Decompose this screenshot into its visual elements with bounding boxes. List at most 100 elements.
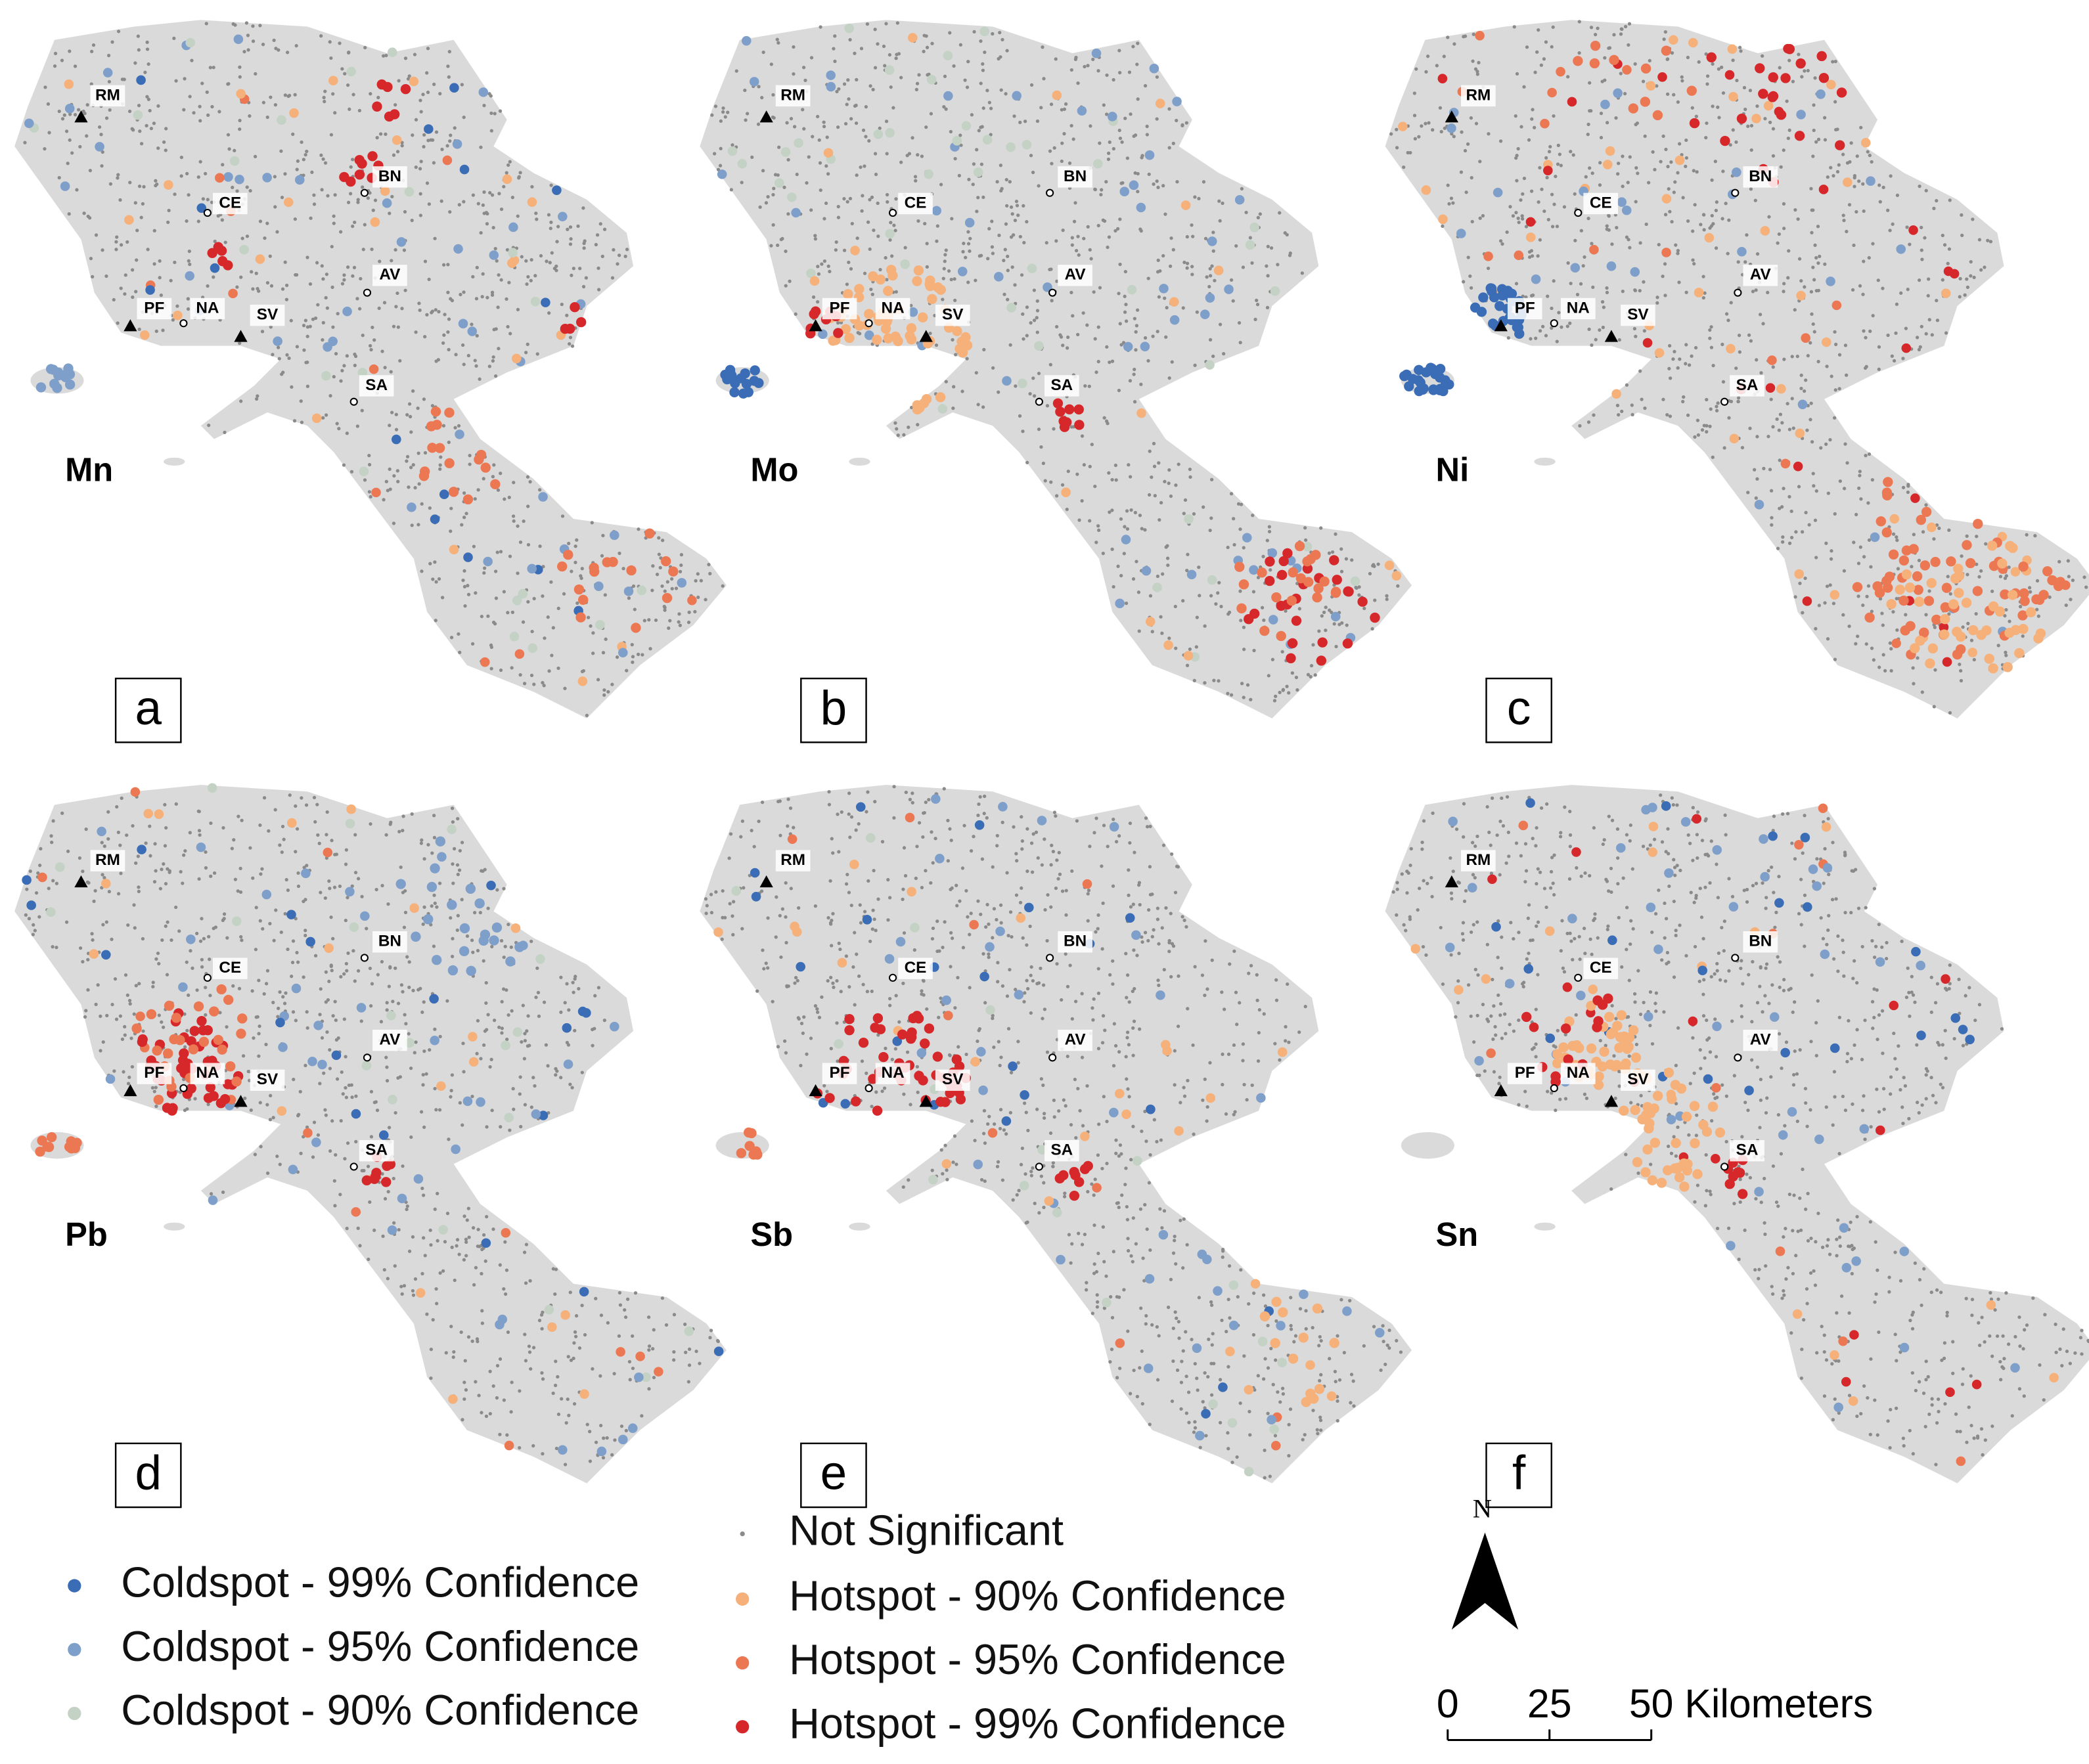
sample-point — [423, 335, 427, 339]
sample-point — [713, 152, 717, 156]
sample-point — [961, 250, 965, 254]
sample-point — [534, 995, 538, 1000]
sample-point — [1647, 181, 1651, 185]
sample-point — [1212, 678, 1216, 682]
sample-point — [1006, 254, 1010, 258]
sample-point — [1614, 116, 1618, 120]
sample-point — [1117, 388, 1121, 393]
sample-point — [1069, 68, 1073, 72]
sample-point — [2021, 634, 2025, 638]
city-label-box — [190, 298, 225, 320]
sample-point — [492, 328, 496, 332]
sample-point — [414, 1040, 418, 1044]
sample-point — [447, 1137, 451, 1141]
sample-point — [339, 379, 343, 383]
hotspot-point — [1589, 244, 1599, 255]
sample-point — [526, 475, 530, 479]
hotspot-point — [237, 1013, 248, 1024]
sample-point — [1834, 342, 1838, 347]
sample-point — [1050, 299, 1054, 303]
sample-point — [1032, 319, 1037, 322]
sample-point — [1547, 150, 1552, 154]
sample-point — [1864, 364, 1868, 368]
sample-point — [1538, 238, 1542, 242]
city-marker — [1046, 188, 1054, 197]
sample-point — [772, 187, 776, 190]
sample-point — [421, 1072, 425, 1077]
sample-point — [516, 524, 520, 528]
sample-point — [1890, 354, 1894, 358]
sample-point — [106, 837, 110, 841]
sample-point — [766, 916, 770, 920]
sample-point — [101, 248, 104, 252]
sample-point — [328, 40, 332, 44]
hotspot-point — [1954, 571, 1965, 581]
hotspot-point — [317, 1059, 327, 1070]
sample-point — [448, 139, 452, 143]
sample-point — [60, 811, 64, 815]
sample-point — [1691, 258, 1695, 262]
sample-point — [516, 571, 520, 575]
hotspot-point — [1302, 556, 1313, 567]
hotspot-point — [208, 1195, 218, 1205]
sample-point — [459, 292, 462, 297]
sample-point — [1005, 204, 1009, 208]
hotspot-point — [1898, 555, 1910, 566]
sample-point — [965, 85, 970, 89]
sample-point — [677, 620, 681, 624]
sample-point — [308, 324, 312, 328]
sample-point — [23, 141, 27, 144]
hotspot-point — [203, 1093, 214, 1103]
hotspot-point — [833, 328, 843, 338]
hotspot-point — [371, 487, 381, 498]
sample-point — [164, 127, 168, 131]
sample-point — [952, 385, 956, 389]
sample-point — [280, 372, 284, 376]
sample-point — [34, 891, 39, 895]
city-marker — [203, 209, 212, 217]
sample-point — [718, 164, 723, 167]
sample-point — [1720, 65, 1724, 70]
sample-point — [1216, 591, 1220, 595]
sample-point — [375, 136, 379, 140]
sample-point — [885, 152, 889, 156]
hotspot-point — [1486, 283, 1497, 294]
sample-point — [1127, 463, 1131, 467]
city-marker — [1720, 397, 1729, 406]
sample-point — [1317, 629, 1321, 633]
sample-point — [486, 906, 490, 910]
hotspot-point — [48, 364, 58, 375]
hotspot-point — [1913, 584, 1923, 595]
sample-point — [277, 48, 281, 52]
sample-point — [258, 823, 262, 827]
sample-point — [570, 344, 575, 348]
sample-point — [769, 244, 773, 248]
sample-point — [1052, 1098, 1056, 1103]
sample-point — [474, 1266, 478, 1269]
hotspot-point — [610, 1021, 619, 1032]
sample-point — [1289, 1323, 1293, 1328]
sample-point — [1801, 611, 1805, 615]
sample-point — [1946, 261, 1950, 265]
sample-point — [1616, 172, 1620, 176]
hotspot-point — [1891, 638, 1901, 648]
sample-point — [1227, 1264, 1232, 1268]
sample-point — [1395, 127, 1399, 131]
sample-point — [1754, 496, 1758, 500]
sample-point — [1579, 229, 1583, 232]
sample-point — [51, 879, 55, 883]
sample-point — [206, 113, 210, 118]
sample-point — [1810, 440, 1814, 444]
panel-letter: d — [135, 1447, 162, 1500]
hotspot-point — [35, 1146, 45, 1157]
hotspot-point — [64, 104, 75, 114]
sample-point — [1785, 99, 1789, 103]
sample-point — [1055, 961, 1059, 966]
sample-point — [866, 879, 870, 883]
sample-point — [395, 150, 400, 154]
sample-point — [261, 927, 265, 931]
sample-point — [974, 278, 977, 282]
sample-point — [1209, 477, 1214, 481]
sample-point — [2048, 595, 2052, 599]
city-marker — [1574, 209, 1583, 217]
